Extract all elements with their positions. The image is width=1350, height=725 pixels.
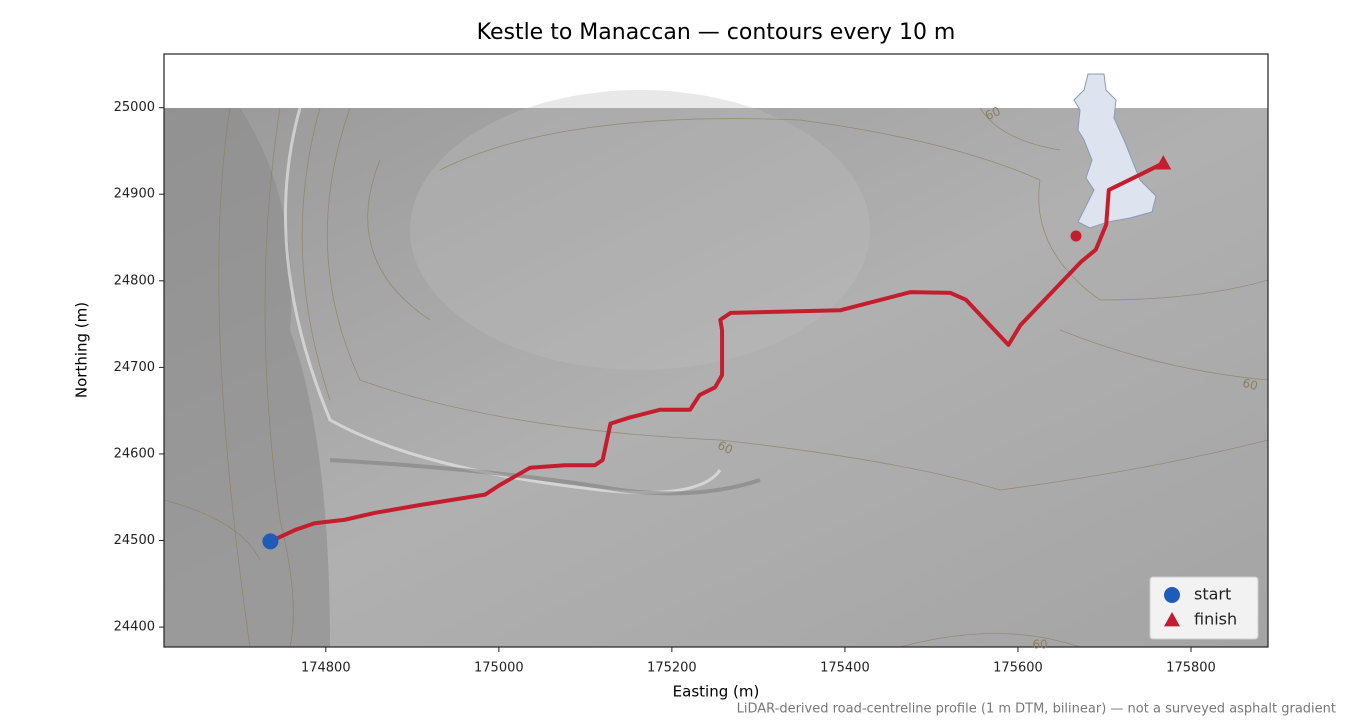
y-tick-label: 24700 [114,360,155,375]
x-tick-label: 175000 [474,661,524,676]
contour-label: 60 [715,438,735,457]
y-tick-label: 24900 [114,187,155,202]
x-tick-label: 174800 [301,661,351,676]
x-tick-label: 175800 [1166,661,1216,676]
start-marker [262,533,279,550]
legend-label: finish [1194,610,1237,629]
route-line [268,161,1166,544]
finish-marker [1155,155,1172,170]
chart-title: Kestle to Manaccan — contours every 10 m [477,20,956,45]
footnote: LiDAR-derived road-centreline profile (1… [737,702,1336,717]
y-axis-label: Northing (m) [73,302,91,398]
y-tick-label: 24800 [114,273,155,288]
contour-label: 60 [1032,638,1047,652]
legend-symbol [1164,612,1180,627]
y-tick-label: 24600 [114,446,155,461]
y-tick-label: 24500 [114,533,155,548]
x-tick-label: 175200 [647,661,697,676]
plot-frame [163,53,1269,648]
legend-label: start [1194,585,1231,604]
y-tick-label: 25000 [114,100,155,115]
contour-label: 60 [983,104,1003,123]
x-axis-label: Easting (m) [673,683,760,701]
inset-map [1070,73,1157,242]
contour-label: 60 [1241,376,1259,393]
x-tick-label: 175600 [993,661,1043,676]
y-tick-label: 24400 [114,620,155,635]
legend-symbol [1164,587,1180,603]
x-tick-label: 175400 [820,661,870,676]
hillshade [164,90,1268,647]
